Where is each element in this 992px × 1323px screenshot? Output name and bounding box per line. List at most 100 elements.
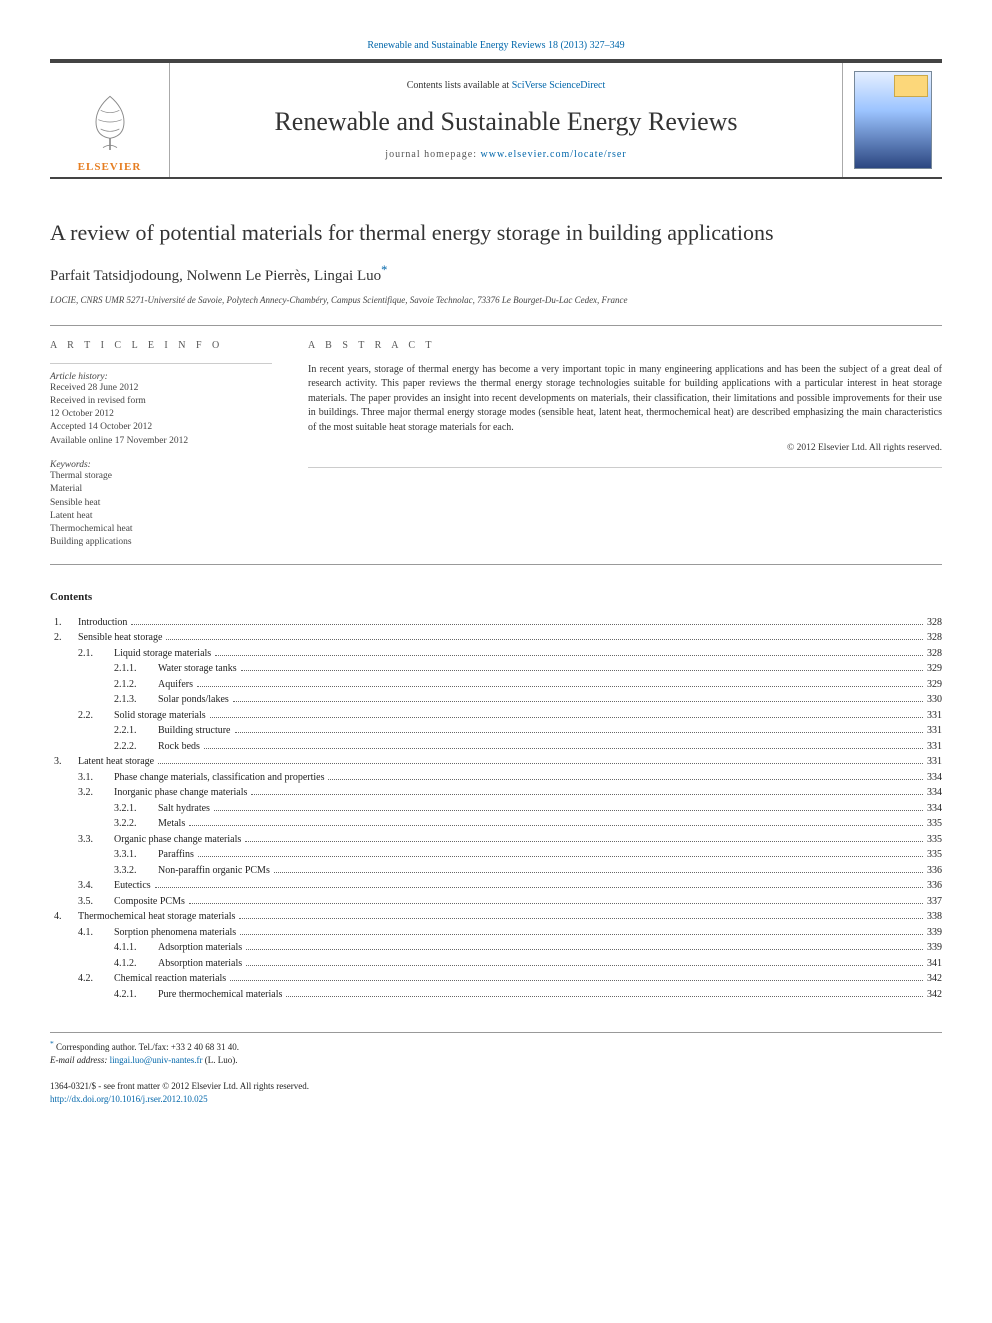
doi-value: 10.1016/j.rser.2012.10.025: [111, 1094, 208, 1104]
toc-number: 2.1.1.: [114, 661, 158, 677]
toc-row[interactable]: 3.Latent heat storage331: [50, 754, 942, 770]
doi-link[interactable]: http://dx.doi.org/10.1016/j.rser.2012.10…: [50, 1094, 208, 1104]
toc-title: Aquifers: [158, 677, 193, 693]
toc-number: 2.2.2.: [114, 739, 158, 755]
toc-number: 4.1.1.: [114, 940, 158, 956]
toc-row[interactable]: 4.1.2.Absorption materials341: [50, 956, 942, 972]
doi-prefix: http://dx.doi.org/: [50, 1094, 111, 1104]
toc-number: 4.1.: [78, 925, 114, 941]
toc-title: Composite PCMs: [114, 894, 185, 910]
abstract-head: A B S T R A C T: [308, 340, 942, 351]
toc-number: 3.: [50, 754, 78, 770]
journal-homepage: journal homepage: www.elsevier.com/locat…: [385, 149, 626, 160]
citation-line: Renewable and Sustainable Energy Reviews…: [50, 40, 942, 51]
toc-leader-dots: [155, 887, 923, 888]
toc-leader-dots: [197, 686, 923, 687]
toc-row[interactable]: 1.Introduction328: [50, 615, 942, 631]
toc-leader-dots: [166, 639, 923, 640]
toc-row[interactable]: 2.1.2.Aquifers329: [50, 677, 942, 693]
corr-asterisk-foot: *: [50, 1039, 54, 1048]
toc-title: Introduction: [78, 615, 127, 631]
email-link[interactable]: lingai.luo@univ-nantes.fr: [110, 1055, 203, 1065]
toc-row[interactable]: 3.3.2.Non-paraffin organic PCMs336: [50, 863, 942, 879]
toc-page: 328: [927, 615, 942, 631]
email-person: (L. Luo).: [205, 1055, 238, 1065]
keywords-block: Keywords: Thermal storageMaterialSensibl…: [50, 460, 272, 550]
toc-leader-dots: [241, 670, 923, 671]
info-abstract-block: A R T I C L E I N F O Article history: R…: [50, 325, 942, 565]
toc-title: Liquid storage materials: [114, 646, 211, 662]
toc-leader-dots: [230, 980, 923, 981]
keyword: Sensible heat: [50, 497, 272, 510]
toc-row[interactable]: 3.1.Phase change materials, classificati…: [50, 770, 942, 786]
toc-title: Rock beds: [158, 739, 200, 755]
abstract-col: A B S T R A C T In recent years, storage…: [290, 326, 942, 564]
toc-row[interactable]: 2.1.3.Solar ponds/lakes330: [50, 692, 942, 708]
homepage-label: journal homepage:: [385, 149, 477, 160]
keyword: Thermochemical heat: [50, 523, 272, 536]
toc-row[interactable]: 3.3.1.Paraffins335: [50, 847, 942, 863]
toc-number: 3.3.: [78, 832, 114, 848]
article-title: A review of potential materials for ther…: [50, 219, 942, 247]
toc-row[interactable]: 4.1.1.Adsorption materials 339: [50, 940, 942, 956]
toc-row[interactable]: 3.3.Organic phase change materials335: [50, 832, 942, 848]
history-line: Available online 17 November 2012: [50, 435, 272, 448]
abstract-copyright: © 2012 Elsevier Ltd. All rights reserved…: [308, 443, 942, 453]
toc-page: 331: [927, 708, 942, 724]
keywords-label: Keywords:: [50, 460, 91, 470]
toc-number: 4.2.: [78, 971, 114, 987]
toc-row[interactable]: 4.Thermochemical heat storage materials3…: [50, 909, 942, 925]
toc-row[interactable]: 4.1.Sorption phenomena materials339: [50, 925, 942, 941]
toc-row[interactable]: 2.Sensible heat storage328: [50, 630, 942, 646]
toc-row[interactable]: 3.2.1.Salt hydrates334: [50, 801, 942, 817]
toc-row[interactable]: 2.1.Liquid storage materials328: [50, 646, 942, 662]
toc-title: Sensible heat storage: [78, 630, 162, 646]
toc-title: Pure thermochemical materials: [158, 987, 282, 1003]
toc-row[interactable]: 4.2.1.Pure thermochemical materials342: [50, 987, 942, 1003]
toc-page: 334: [927, 770, 942, 786]
toc-number: 3.1.: [78, 770, 114, 786]
keyword: Latent heat: [50, 510, 272, 523]
toc-title: Adsorption materials: [158, 940, 242, 956]
journal-name: Renewable and Sustainable Energy Reviews: [274, 107, 737, 137]
toc-leader-dots: [204, 748, 923, 749]
keyword: Material: [50, 483, 272, 496]
doi-line: http://dx.doi.org/10.1016/j.rser.2012.10…: [50, 1093, 942, 1106]
toc-row[interactable]: 3.2.Inorganic phase change materials334: [50, 785, 942, 801]
citation-volpages: 18 (2013) 327–349: [548, 40, 625, 51]
toc-title: Paraffins: [158, 847, 194, 863]
masthead: ELSEVIER Contents lists available at Sci…: [50, 59, 942, 179]
toc-number: 4.: [50, 909, 78, 925]
toc-page: 331: [927, 723, 942, 739]
citation-link[interactable]: Renewable and Sustainable Energy Reviews…: [367, 40, 624, 51]
toc-title: Non-paraffin organic PCMs: [158, 863, 270, 879]
toc-leader-dots: [233, 701, 923, 702]
toc-number: 3.2.: [78, 785, 114, 801]
toc-page: 335: [927, 832, 942, 848]
toc-row[interactable]: 2.2.Solid storage materials331: [50, 708, 942, 724]
toc-leader-dots: [274, 872, 923, 873]
toc-page: 336: [927, 878, 942, 894]
toc-leader-dots: [235, 732, 924, 733]
contents-prefix: Contents lists available at: [407, 80, 509, 91]
toc-page: 339: [927, 940, 942, 956]
homepage-link[interactable]: www.elsevier.com/locate/rser: [481, 149, 627, 160]
toc-number: 2.2.1.: [114, 723, 158, 739]
sciencedirect-link[interactable]: SciVerse ScienceDirect: [512, 80, 606, 91]
history-line: 12 October 2012: [50, 408, 272, 421]
toc-row[interactable]: 3.5.Composite PCMs337: [50, 894, 942, 910]
toc-number: 2.1.2.: [114, 677, 158, 693]
toc-row[interactable]: 3.2.2.Metals335: [50, 816, 942, 832]
toc-leader-dots: [246, 965, 923, 966]
toc-page: 335: [927, 847, 942, 863]
toc-number: 2.2.: [78, 708, 114, 724]
toc-row[interactable]: 2.2.1.Building structure331: [50, 723, 942, 739]
toc-number: 2.1.: [78, 646, 114, 662]
toc-row[interactable]: 2.1.1.Water storage tanks329: [50, 661, 942, 677]
toc-row[interactable]: 3.4.Eutectics336: [50, 878, 942, 894]
toc-row[interactable]: 4.2.Chemical reaction materials342: [50, 971, 942, 987]
toc-page: 334: [927, 785, 942, 801]
history-line: Received 28 June 2012: [50, 382, 272, 395]
toc-row[interactable]: 2.2.2.Rock beds331: [50, 739, 942, 755]
toc-page: 328: [927, 630, 942, 646]
